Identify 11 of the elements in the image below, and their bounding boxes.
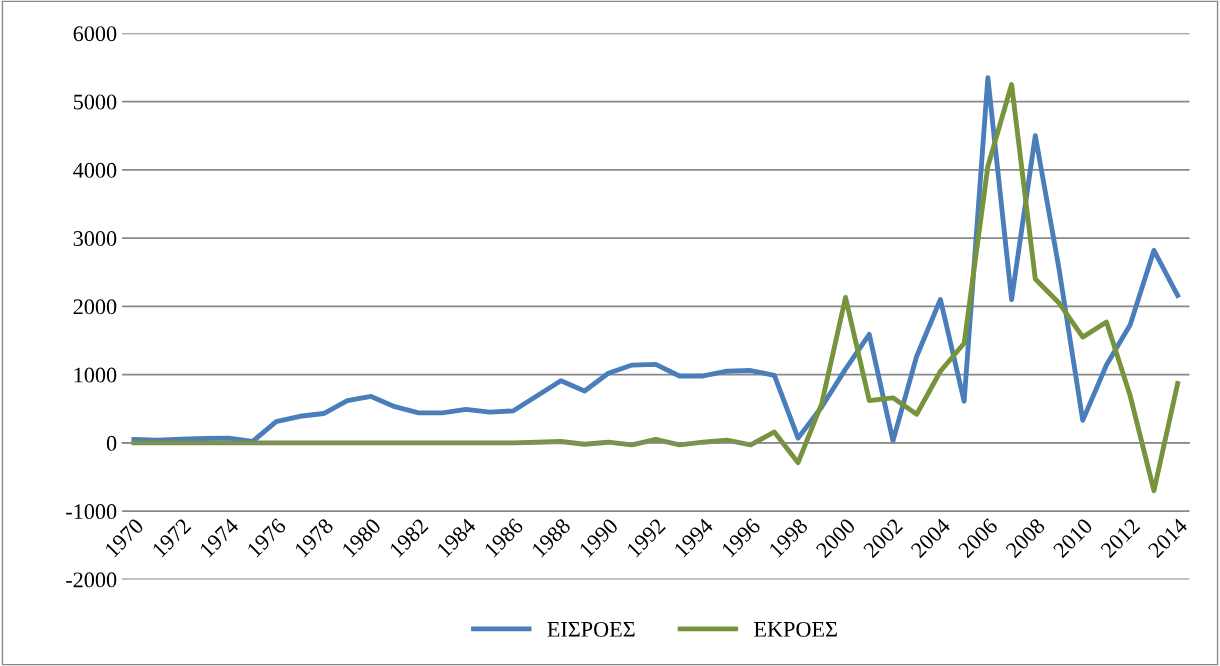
legend-label: ΕΚΡΟΕΣ — [754, 621, 837, 637]
y-tick-label: 4000 — [73, 162, 117, 178]
y-tick-label: 6000 — [73, 26, 117, 42]
legend-label: ΕΙΣΡΟΕΣ — [547, 621, 635, 637]
y-tick-label: 3000 — [73, 231, 117, 247]
y-tick-label: 2000 — [73, 299, 117, 315]
y-tick-label: -1000 — [66, 504, 117, 520]
y-tick-label: 1000 — [74, 367, 117, 383]
y-tick-label: -2000 — [66, 572, 117, 588]
y-tick-label: 5000 — [73, 94, 117, 110]
y-tick-label: 0 — [106, 435, 117, 451]
